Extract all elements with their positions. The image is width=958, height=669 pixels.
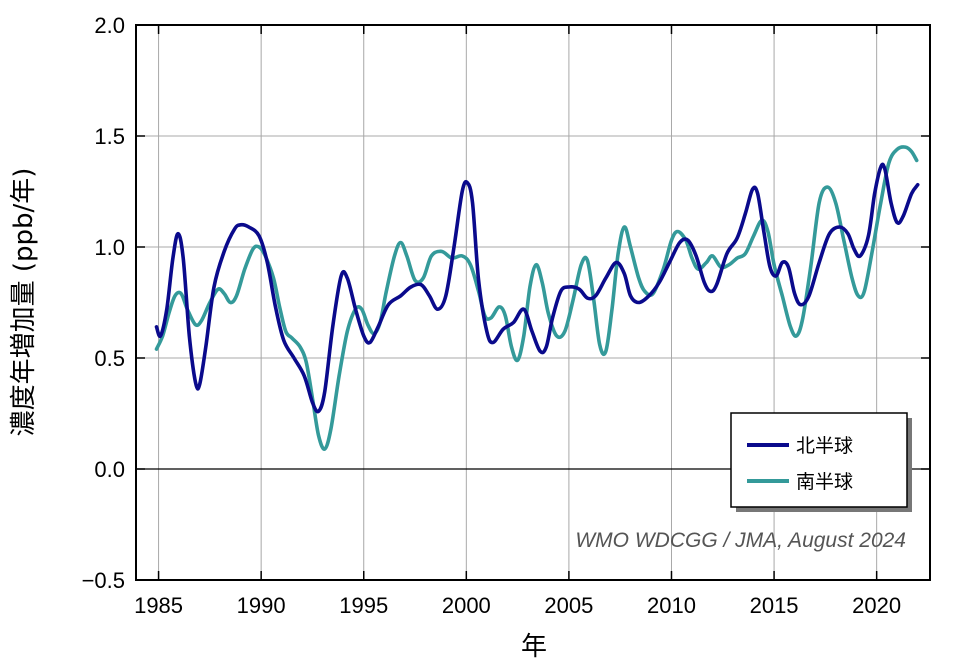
tick-labels: 1985 1990 1995 2000 2005 2010 2015 2020 −0.5 0.0 0… [82,13,902,618]
y-tick-label: 1.0 [94,235,125,260]
y-tick-label: −0.5 [82,568,125,593]
y-axis-title: 濃度年増加量 (ppb/年) [9,168,39,437]
x-tick-label: 2005 [544,593,593,618]
y-tick-label: 2.0 [94,13,125,38]
x-tick-label: 1985 [134,593,183,618]
series-line-northern [154,162,920,414]
legend: 北半球 南半球 [730,412,912,512]
legend-label-southern: 南半球 [796,471,853,493]
y-tick-label: 0.5 [94,346,125,371]
x-axis-title: 年 [521,632,547,662]
data-credit: WMO WDCGG / JMA, August 2024 [575,529,906,552]
y-tick-label: 1.5 [94,124,125,149]
x-tick-label: 1990 [237,593,286,618]
legend-label-northern: 北半球 [796,435,853,457]
series-line-southern [154,145,919,451]
series-lines [154,145,920,451]
x-tick-label: 2020 [852,593,901,618]
x-tick-label: 2000 [442,593,491,618]
legend-box [730,412,908,508]
x-tick-label: 2010 [647,593,696,618]
plot-frame [135,24,931,581]
y-tick-label: 0.0 [94,457,125,482]
x-tick-label: 2015 [750,593,799,618]
x-tick-label: 1995 [339,593,388,618]
